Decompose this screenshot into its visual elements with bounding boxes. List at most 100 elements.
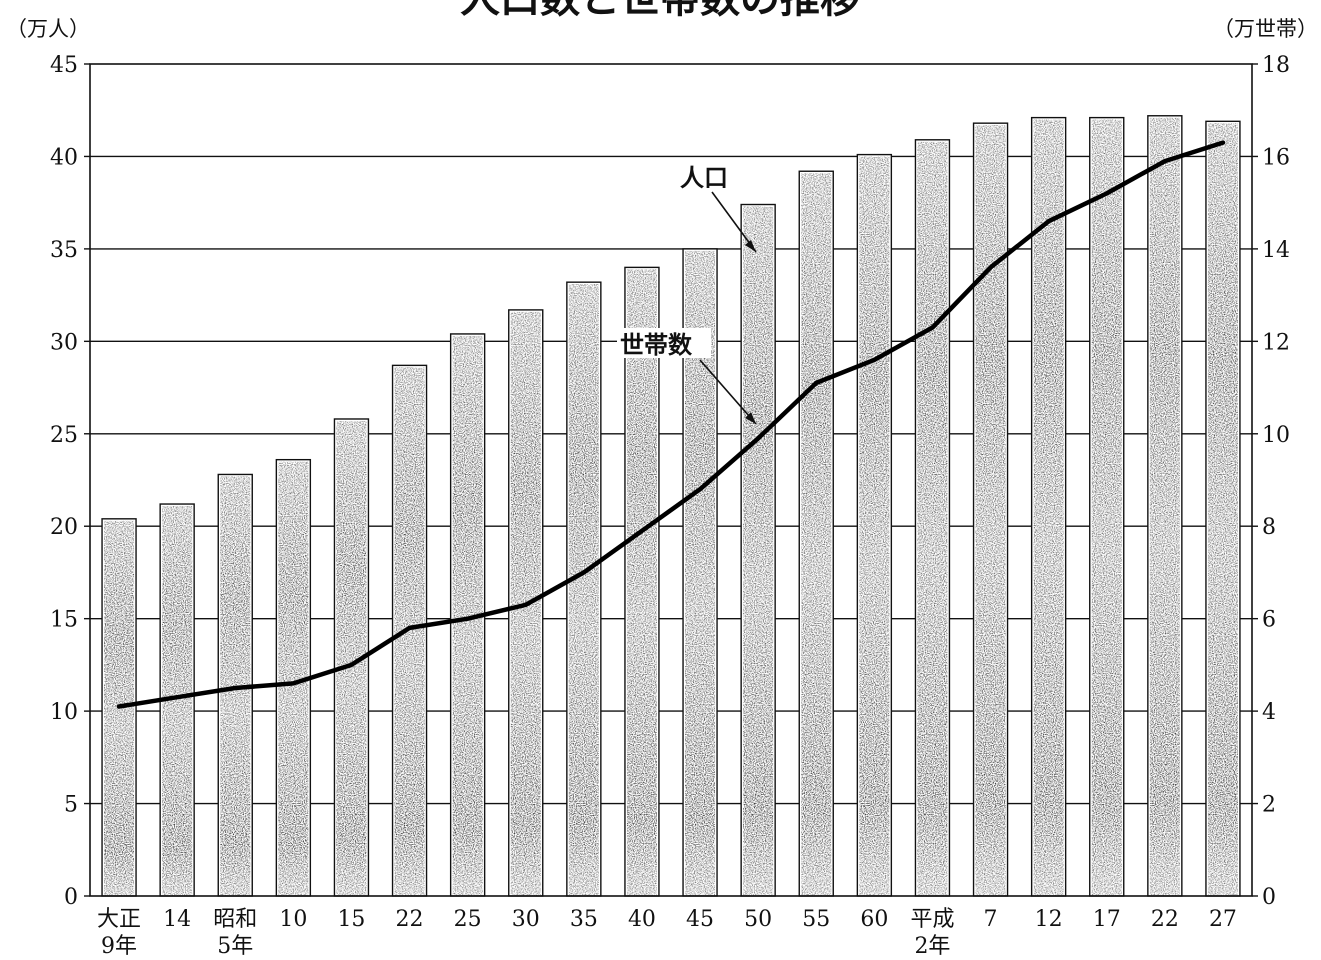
population-bar xyxy=(856,153,893,897)
bar-fill xyxy=(1033,119,1064,896)
category-label: 35 xyxy=(570,907,598,932)
population-bars xyxy=(101,115,1241,897)
category-label: 50 xyxy=(744,907,772,932)
category-label: 22 xyxy=(396,907,424,932)
category-label-line: 5年 xyxy=(217,934,253,959)
category-label: 55 xyxy=(802,907,830,932)
plot-border xyxy=(89,63,1253,897)
chart-title: 人口数と世帯数の推移 xyxy=(460,0,860,22)
bar-fill xyxy=(568,284,599,896)
households-series-line xyxy=(116,140,1226,709)
households-line xyxy=(116,140,1226,709)
category-label-line: 25 xyxy=(454,907,482,932)
plot-frame xyxy=(89,63,1253,897)
category-label: 10 xyxy=(279,907,307,932)
category-label-line: 大正 xyxy=(97,907,141,932)
population-bar xyxy=(159,503,195,897)
bar-fill xyxy=(917,141,948,896)
category-label-line: 14 xyxy=(163,907,191,932)
population-bar xyxy=(391,364,428,897)
left-tick-label: 5 xyxy=(64,793,78,818)
category-label: 40 xyxy=(628,907,656,932)
population-bar xyxy=(624,266,660,897)
category-label-line: 40 xyxy=(628,907,656,932)
bar-fill xyxy=(975,125,1006,897)
bar-fill xyxy=(685,250,716,896)
category-label: 17 xyxy=(1093,907,1121,932)
population-bar xyxy=(1030,116,1067,897)
households-annotation-label: 世帯数 xyxy=(620,331,693,359)
category-label-line: 9年 xyxy=(101,934,137,959)
left-tick-label: 30 xyxy=(50,330,78,355)
right-tick-label: 16 xyxy=(1262,145,1290,170)
households-annotation: 世帯数 xyxy=(617,328,757,425)
category-label-line: 7 xyxy=(984,907,998,932)
population-annotation: 人口 xyxy=(676,160,757,253)
right-tick-label: 6 xyxy=(1262,608,1276,633)
population-bar xyxy=(1089,116,1125,897)
category-label-line: 15 xyxy=(337,907,365,932)
right-tick-label: 18 xyxy=(1262,53,1290,78)
category-label: 25 xyxy=(454,907,482,932)
category-label: 30 xyxy=(512,907,540,932)
left-tick-label: 15 xyxy=(50,608,78,633)
category-label-line: 平成 xyxy=(910,907,954,932)
category-label: 27 xyxy=(1209,907,1237,932)
category-label-line: 17 xyxy=(1093,907,1121,932)
right-axis-unit: （万世帯） xyxy=(1213,17,1318,41)
category-label: 15 xyxy=(337,907,365,932)
category-label: 7 xyxy=(984,907,998,932)
category-label-line: 27 xyxy=(1209,907,1237,932)
category-label-line: 2年 xyxy=(914,934,950,959)
category-label: 12 xyxy=(1035,907,1063,932)
category-label-line: 35 xyxy=(570,907,598,932)
gridlines xyxy=(90,155,1252,805)
population-bar xyxy=(566,281,602,897)
right-tick-label: 8 xyxy=(1262,515,1276,540)
left-tick-label: 25 xyxy=(50,423,78,448)
population-bar xyxy=(1205,120,1241,897)
bar-fill xyxy=(743,206,774,896)
right-tick-label: 4 xyxy=(1262,700,1276,725)
category-label-line: 45 xyxy=(686,907,714,932)
category-label: 45 xyxy=(686,907,714,932)
population-bar xyxy=(914,139,951,897)
right-axis-ticks: 0 2 4 6 8 10 12 14 16 18 xyxy=(1252,53,1290,910)
left-tick-label: 0 xyxy=(64,885,78,910)
bar-fill xyxy=(801,173,832,897)
population-bar xyxy=(333,418,370,897)
population-bar xyxy=(217,473,253,897)
bar-fill xyxy=(1149,117,1180,896)
category-label: 22 xyxy=(1151,907,1179,932)
population-annotation-label: 人口 xyxy=(680,164,728,192)
category-label-line: 50 xyxy=(744,907,772,932)
category-label-line: 55 xyxy=(802,907,830,932)
population-bar xyxy=(740,203,776,897)
left-tick-label: 45 xyxy=(50,53,78,78)
right-tick-label: 12 xyxy=(1262,330,1290,355)
category-label-line: 30 xyxy=(512,907,540,932)
bar-fill xyxy=(394,367,425,896)
category-label: 14 xyxy=(163,907,191,932)
right-tick-label: 2 xyxy=(1262,793,1276,818)
population-bar xyxy=(1147,115,1183,897)
category-label-line: 22 xyxy=(396,907,424,932)
population-bar xyxy=(798,170,834,897)
category-label-line: 10 xyxy=(279,907,307,932)
population-bar xyxy=(508,309,544,897)
category-label-line: 昭和 xyxy=(213,907,257,932)
category-label-line: 22 xyxy=(1151,907,1179,932)
left-axis-ticks: 0 5 10 15 20 25 30 35 40 45 xyxy=(50,53,90,910)
right-tick-label: 0 xyxy=(1262,885,1276,910)
bar-fill xyxy=(1091,119,1122,896)
left-tick-label: 40 xyxy=(50,145,78,170)
bar-fill xyxy=(1207,123,1238,896)
left-tick-label: 10 xyxy=(50,700,78,725)
bar-fill xyxy=(626,269,657,896)
bar-fill xyxy=(859,156,890,896)
